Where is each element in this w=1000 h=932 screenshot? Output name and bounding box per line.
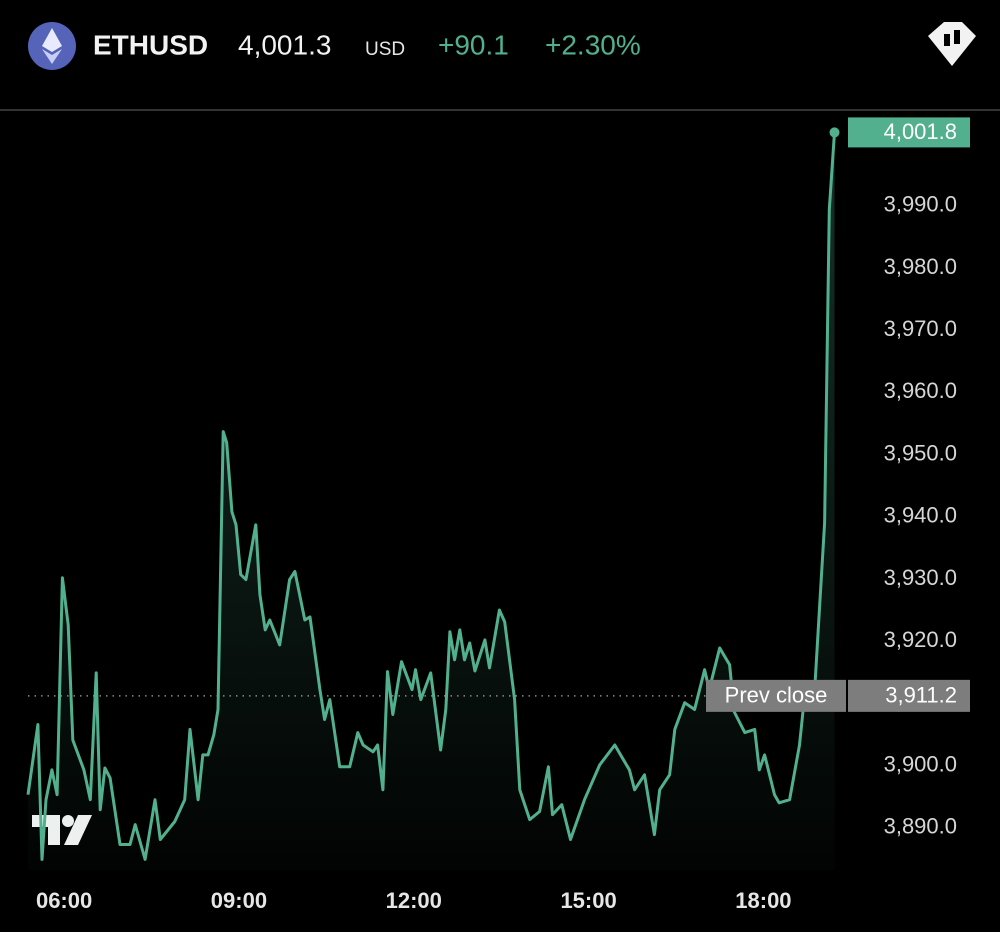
y-tick-label: 3,950.0	[884, 440, 957, 465]
y-tick-label: 3,990.0	[884, 192, 957, 217]
coin-glyph	[42, 28, 62, 52]
last-price-tag	[848, 117, 970, 148]
y-tick-label: 3,900.0	[884, 751, 957, 776]
last-point	[829, 127, 840, 138]
x-tick-label: 09:00	[211, 888, 267, 913]
y-tick-label: 3,980.0	[884, 254, 957, 279]
prev-close-label: Prev close	[725, 683, 828, 708]
x-tick-label: 06:00	[36, 888, 92, 913]
change: +90.1	[438, 29, 509, 60]
prev-close-tag	[706, 679, 846, 712]
price: 4,001.3	[238, 29, 331, 60]
last-price-label: 4,001.8	[884, 119, 957, 144]
header: ETHUSD 4,001.3 USD +90.1 +2.30%	[0, 22, 1000, 111]
symbol: ETHUSD	[93, 29, 208, 60]
x-tick-label: 18:00	[735, 888, 791, 913]
area	[27, 132, 835, 870]
y-tick-label: 3,940.0	[884, 503, 957, 528]
y-tick-label: 3,930.0	[884, 565, 957, 590]
currency: USD	[365, 39, 405, 60]
y-tick-label: 3,960.0	[884, 378, 957, 403]
x-tick-label: 12:00	[386, 888, 442, 913]
button-shape	[928, 22, 976, 66]
button-glyph	[944, 34, 950, 46]
y-tick-label: 3,970.0	[884, 316, 957, 341]
prev-close-value-tag	[848, 679, 970, 712]
x-tick-label: 15:00	[560, 888, 616, 913]
coin-glyph	[42, 49, 62, 64]
chart-type-button[interactable]	[928, 22, 976, 66]
prev-close-value: 3,911.2	[885, 683, 957, 708]
price-line	[26, 132, 836, 861]
y-tick-label: 3,920.0	[884, 627, 957, 652]
change-percent: +2.30%	[545, 29, 641, 60]
y-tick-label: 3,890.0	[884, 814, 957, 839]
button-glyph	[954, 30, 960, 44]
